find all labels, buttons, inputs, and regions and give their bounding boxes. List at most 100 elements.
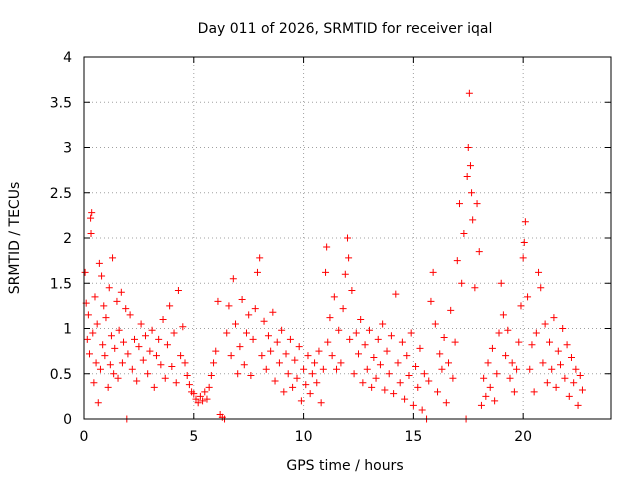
data-point (284, 370, 292, 378)
data-point (139, 356, 147, 364)
data-point (431, 320, 439, 328)
data-point (515, 338, 523, 346)
data-point (247, 372, 255, 380)
data-point (473, 200, 481, 208)
data-point (576, 372, 584, 380)
data-point (416, 344, 424, 352)
data-point (570, 379, 578, 387)
data-point (192, 395, 200, 403)
data-point (196, 392, 204, 400)
y-tick-label: 3 (63, 141, 72, 157)
data-point (463, 172, 471, 180)
data-point (300, 365, 308, 373)
data-point (126, 311, 134, 319)
data-point (185, 381, 193, 389)
data-point (520, 239, 528, 247)
data-point (177, 352, 185, 360)
data-point (385, 370, 393, 378)
data-point (225, 302, 233, 310)
data-point (258, 352, 266, 360)
x-tick-label: 0 (80, 429, 89, 445)
data-point (346, 335, 354, 343)
data-point (497, 279, 505, 287)
data-point (311, 359, 319, 367)
data-point (291, 356, 299, 364)
x-axis: 0 5 10 15 20 (80, 57, 532, 445)
data-point (387, 332, 395, 340)
data-point (236, 343, 244, 351)
data-point (100, 302, 108, 310)
data-point (390, 390, 398, 398)
data-point (486, 383, 494, 391)
data-point (337, 359, 345, 367)
data-point (117, 288, 125, 296)
data-point (122, 305, 130, 313)
data-point (453, 257, 461, 265)
data-point (260, 317, 268, 325)
data-point (458, 279, 466, 287)
data-point (172, 379, 180, 387)
data-point (429, 268, 437, 276)
data-point (212, 347, 220, 355)
data-point (308, 370, 316, 378)
data-point (264, 332, 272, 340)
data-point (414, 383, 422, 391)
data-point (409, 401, 417, 409)
data-point (234, 370, 242, 378)
data-point (157, 361, 165, 369)
data-point (161, 374, 169, 382)
data-point (330, 293, 338, 301)
data-point (89, 329, 97, 337)
data-point (323, 243, 331, 251)
data-point (354, 350, 362, 358)
data-point (460, 229, 468, 237)
data-point (144, 370, 152, 378)
data-point (286, 335, 294, 343)
data-point (418, 406, 426, 414)
chart-title: Day 011 of 2026, SRMTID for receiver iqa… (198, 21, 493, 37)
data-point (559, 325, 567, 332)
data-point (471, 284, 479, 292)
data-point (128, 365, 136, 373)
data-point (361, 341, 369, 349)
data-point (205, 383, 213, 391)
data-point (345, 254, 353, 262)
data-point (519, 254, 527, 262)
data-point (99, 341, 107, 349)
data-point (477, 401, 485, 409)
data-point (317, 399, 325, 407)
data-point (92, 359, 100, 367)
data-point (227, 352, 235, 360)
data-point (306, 390, 314, 398)
data-point (96, 365, 104, 373)
data-point (488, 344, 496, 352)
data-point (253, 268, 261, 276)
data-point (104, 383, 112, 391)
data-point (427, 297, 435, 305)
data-point (297, 397, 305, 405)
data-point (403, 352, 411, 360)
data-point (466, 162, 474, 170)
data-point (242, 329, 250, 337)
data-point (365, 326, 373, 334)
data-point (107, 332, 115, 340)
data-point (475, 248, 483, 256)
data-point (572, 365, 580, 373)
data-point (455, 200, 463, 208)
x-tick-label: 15 (404, 429, 422, 445)
data-point (295, 343, 303, 351)
data-point (407, 329, 415, 337)
data-point (131, 335, 139, 343)
data-point (315, 347, 323, 355)
data-point (101, 352, 109, 360)
data-point (229, 275, 237, 283)
data-point (111, 344, 119, 352)
data-point (269, 308, 277, 316)
data-point (567, 353, 575, 361)
data-point (95, 259, 103, 267)
data-point (113, 297, 121, 305)
data-point (326, 314, 334, 322)
data-point (183, 372, 191, 380)
data-point (447, 306, 455, 314)
data-point (84, 311, 92, 319)
